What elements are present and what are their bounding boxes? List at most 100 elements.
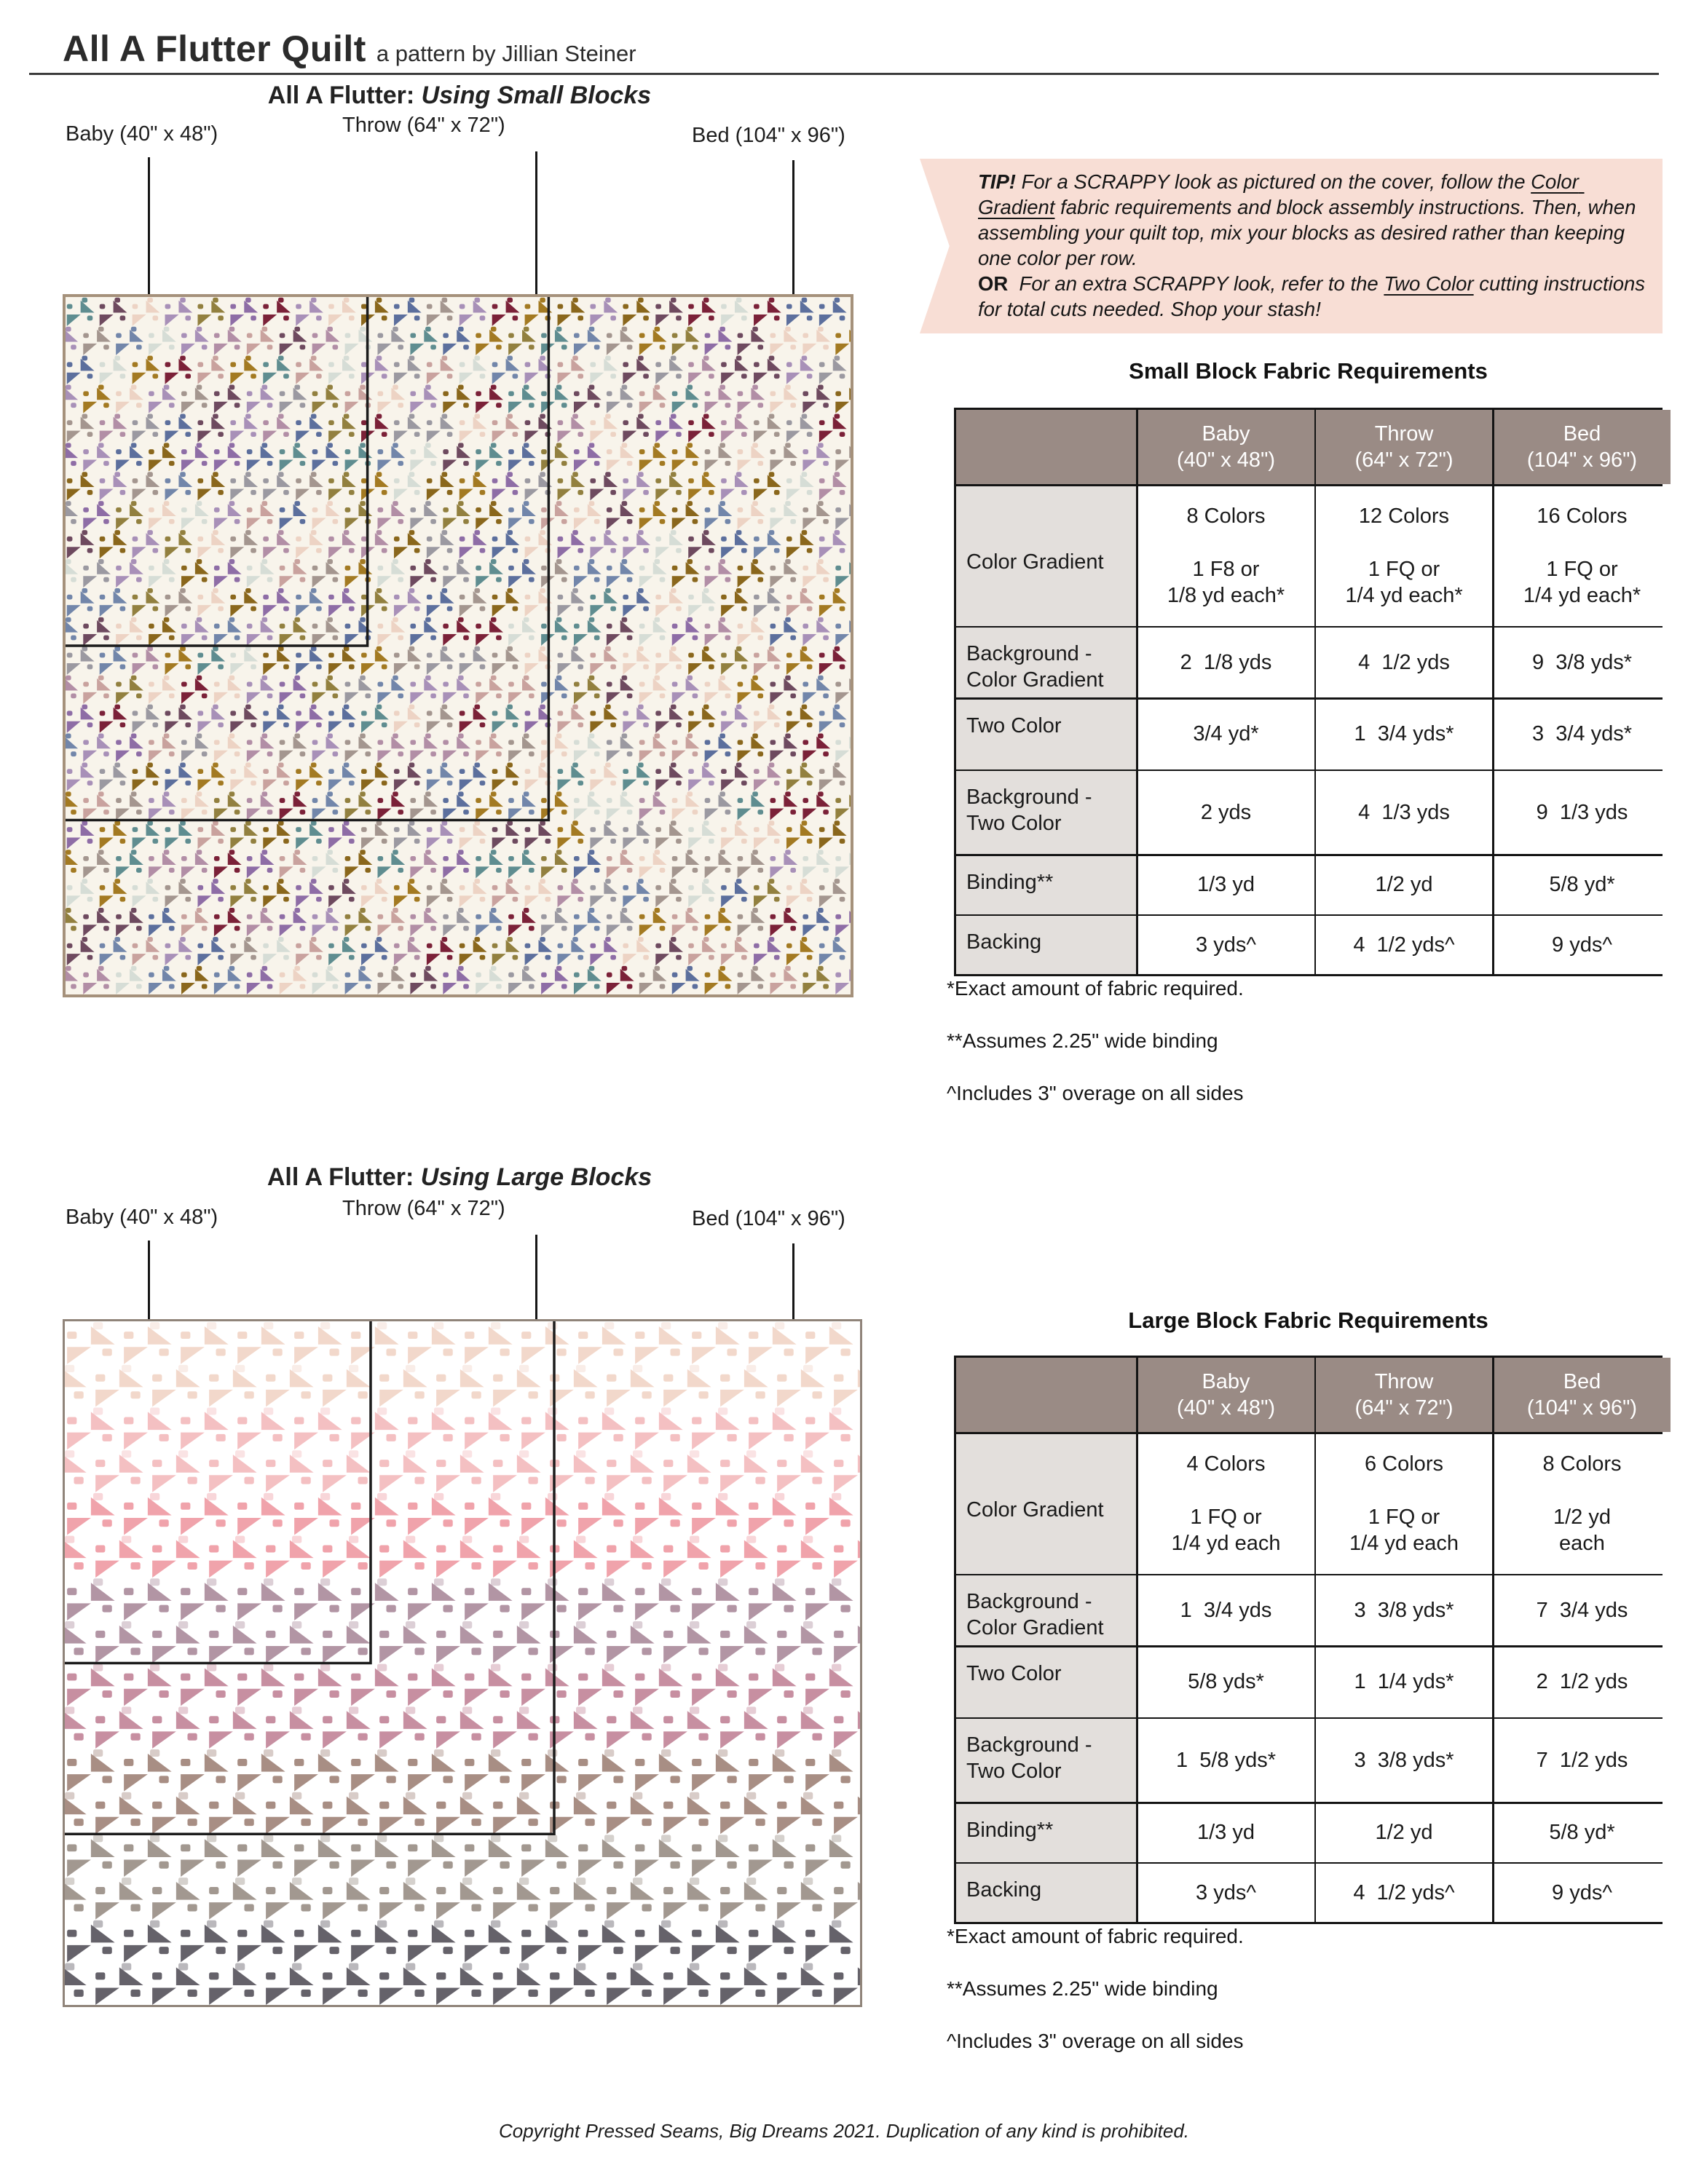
page-title: All A Flutter Quilt [63,28,366,69]
table-value-cell: 5/8 yd* [1494,855,1671,914]
footnote-exact-large: *Exact amount of fabric required. [947,1925,1244,1947]
table-value-cell: 2 yds [1137,771,1314,854]
table-row-label: Background - Two Color [956,1719,1136,1802]
page-title-block: All A Flutter Quilt a pattern by Jillian … [63,28,636,70]
section-heading-small-blocks: All A Flutter: Using Small Blocks [63,82,856,110]
tip-text-segment: fabric requirements and block assembly i… [978,195,1636,269]
table-header-cell: Throw (64" x 72") [1316,410,1492,484]
table-row-label: Color Gradient [956,1433,1136,1574]
section-heading-emphasis: Using Small Blocks [421,82,652,109]
size-label-baby-small: Baby (40" x 48") [66,122,218,146]
section-heading-emphasis: Using Large Blocks [420,1163,652,1191]
table-value-cell: 8 Colors 1 F8 or 1/8 yd each* [1137,486,1314,626]
table-value-cell [956,1358,1136,1432]
size-label-bed-large: Bed (104" x 96") [692,1207,845,1230]
footnote-binding-large: **Assumes 2.25" wide binding [947,1977,1218,2000]
table-value-cell: 4 1/2 yds^ [1316,1864,1492,1922]
throw-outline [66,297,551,822]
pointer-line-bed-small [792,160,794,294]
table-value-cell: 3 3/4 yds* [1494,699,1671,769]
table-header-cell: Bed (104" x 96") [1494,410,1671,484]
tip-text-segment: Color Gradient [978,170,1585,218]
table-header-cell: Bed (104" x 96") [1494,1358,1671,1432]
table-value-cell: 1/3 yd [1137,1803,1314,1862]
fabric-table-small: Baby (40" x 48") Throw (64" x 72") Bed (10… [954,408,1671,976]
table-value-cell: 1/2 yd [1316,855,1492,914]
throw-outline [65,1321,556,1835]
pointer-line-baby-large [148,1241,150,1319]
quilt-diagram-small-blocks [63,294,853,997]
table-row-label: Background - Color Gradient [956,1575,1136,1645]
table-value-cell: 9 3/8 yds* [1494,628,1671,697]
section-heading-prefix: All A Flutter: [267,1163,421,1191]
tip-text-segment: cutting instructions for total cuts need… [978,272,1651,320]
table-row-label: Two Color [956,699,1136,769]
table-row-label: Binding** [956,855,1136,914]
table-value-cell: 1/2 yd [1316,1803,1492,1862]
pointer-line-bed-large [792,1243,794,1319]
table-value-cell: 7 1/2 yds [1494,1719,1671,1802]
size-label-bed-small: Bed (104" x 96") [692,124,845,147]
table-title-small: Small Block Fabric Requirements [1129,358,1488,384]
baby-outline [65,1321,372,1665]
table-value-cell: 9 1/3 yds [1494,771,1671,854]
table-value-cell: 9 yds^ [1494,916,1671,974]
table-row-label: Backing [956,916,1136,974]
pointer-line-throw-small [535,151,537,294]
section-heading-large-blocks: All A Flutter: Using Large Blocks [63,1163,856,1192]
table-value-cell: 3 yds^ [1137,916,1314,974]
table-value-cell: 6 Colors 1 FQ or 1/4 yd each [1316,1433,1492,1574]
header-divider [29,73,1659,75]
table-value-cell: 4 1/2 yds^ [1316,916,1492,974]
table-value-cell: 1 5/8 yds* [1137,1719,1314,1802]
table-value-cell: 2 1/8 yds [1137,628,1314,697]
table-value-cell: 5/8 yds* [1137,1647,1314,1717]
table-value-cell: 2 1/2 yds [1494,1647,1671,1717]
fabric-table-large: Baby (40" x 48") Throw (64" x 72") Bed (10… [954,1356,1671,1924]
table-value-cell: 3 3/8 yds* [1316,1719,1492,1802]
tip-text-segment: Two Color [1384,272,1474,295]
table-value-cell: 4 Colors 1 FQ or 1/4 yd each [1137,1433,1314,1574]
tip-text-segment: For an extra SCRAPPY look, refer to the [1008,272,1384,295]
table-value-cell: 7 3/4 yds [1494,1575,1671,1645]
table-row-label: Color Gradient [956,486,1136,626]
page-subtitle: a pattern by Jillian Steiner [376,41,636,66]
table-row-label: Two Color [956,1647,1136,1717]
section-heading-prefix: All A Flutter: [267,82,422,109]
table-value-cell: 9 yds^ [1494,1864,1671,1922]
table-value-cell: 3 3/8 yds* [1316,1575,1492,1645]
table-value-cell: 5/8 yd* [1494,1803,1671,1862]
size-label-throw-large: Throw (64" x 72") [342,1197,505,1220]
pointer-line-throw-large [535,1235,537,1319]
tip-text-segment: OR [978,272,1009,295]
table-value-cell: 1 3/4 yds [1137,1575,1314,1645]
baby-outline [66,297,369,647]
table-header-cell: Throw (64" x 72") [1316,1358,1492,1432]
footnote-exact-small: *Exact amount of fabric required. [947,977,1244,1000]
tip-text-segment: TIP! [978,170,1016,193]
table-value-cell: 8 Colors 1/2 yd each [1494,1433,1671,1574]
table-row-label: Background - Color Gradient [956,628,1136,697]
table-value-cell: 1 3/4 yds* [1316,699,1492,769]
table-value-cell: 4 1/2 yds [1316,628,1492,697]
table-row-label: Binding** [956,1803,1136,1862]
table-value-cell: 3/4 yd* [1137,699,1314,769]
table-value-cell: 3 yds^ [1137,1864,1314,1922]
tip-text-segment: For a SCRAPPY look as pictured on the co… [1015,170,1531,193]
table-row-label: Backing [956,1864,1136,1922]
table-row-label: Background - Two Color [956,771,1136,854]
quilt-pattern-art [66,297,851,994]
table-header-cell: Baby (40" x 48") [1137,410,1314,484]
table-value-cell: 4 1/3 yds [1316,771,1492,854]
table-value-cell: 1 1/4 yds* [1316,1647,1492,1717]
footnote-overage-small: ^Includes 3" overage on all sides [947,1082,1244,1104]
footnote-overage-large: ^Includes 3" overage on all sides [947,2030,1244,2052]
table-value-cell: 16 Colors 1 FQ or 1/4 yd each* [1494,486,1671,626]
quilt-pattern-art [65,1321,860,2005]
size-label-throw-small: Throw (64" x 72") [342,114,505,137]
quilt-diagram-large-blocks [63,1319,862,2007]
tip-callout: TIP! For a SCRAPPY look as pictured on t… [920,159,1663,333]
footnote-binding-small: **Assumes 2.25" wide binding [947,1029,1218,1052]
copyright-footer: Copyright Pressed Seams, Big Dreams 2021… [498,2120,1190,2142]
